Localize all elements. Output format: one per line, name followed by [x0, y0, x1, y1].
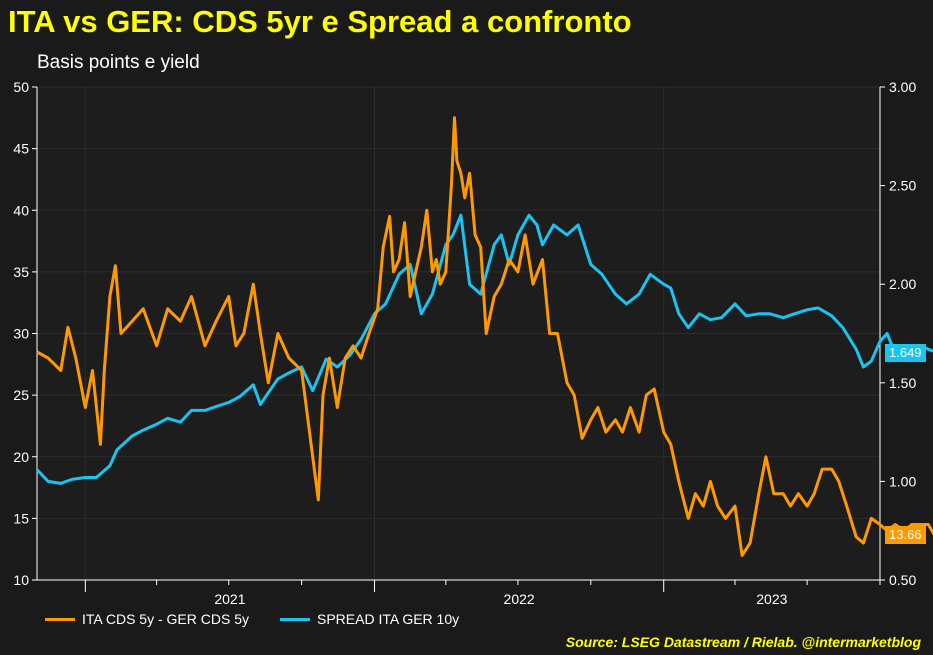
chart-subtitle: Basis points e yield	[37, 52, 200, 73]
axes: 10 15 20 25 30 35 40 45 50 0.50 1.00 1.50 2.00 2.50 3.…	[13, 79, 916, 607]
legend-swatch-cds	[45, 617, 75, 621]
y-left-tick-label: 30	[13, 326, 29, 342]
y-left-tick-label: 35	[13, 264, 29, 280]
legend-label-cds: ITA CDS 5y - GER CDS 5y	[82, 611, 249, 627]
y-right-tick-label: 2.00	[889, 276, 916, 292]
y-left-tick-label: 20	[13, 449, 29, 465]
series-line-spread	[35, 213, 933, 485]
grid	[37, 86, 880, 581]
y-left-tick-label: 25	[13, 387, 29, 403]
y-right-tick-label: 1.50	[889, 375, 916, 391]
y-left-tick-label: 15	[13, 510, 29, 526]
x-tick-label: 2021	[214, 591, 245, 607]
y-right-tick-label: 0.50	[889, 572, 916, 588]
cds-last-value-tag: 13.66	[885, 525, 926, 544]
y-right-tick-label: 1.00	[889, 473, 916, 489]
x-tick-label: 2022	[504, 591, 535, 607]
series-layer	[35, 116, 933, 557]
chart-title: ITA vs GER: CDS 5yr e Spread a confronto	[8, 4, 632, 39]
y-right-tick-label: 2.50	[889, 178, 916, 194]
y-left-tick-label: 50	[13, 79, 29, 95]
spread-last-value-tag: 1.649	[885, 344, 926, 363]
legend-label-spread: SPREAD ITA GER 10y	[317, 611, 460, 627]
legend-item-spread: SPREAD ITA GER 10y	[280, 611, 459, 627]
y-left-tick-label: 10	[13, 572, 29, 588]
x-tick-label: 2023	[756, 591, 787, 607]
y-right-tick-label: 3.00	[889, 79, 916, 95]
legend-swatch-spread	[280, 617, 310, 621]
legend-item-cds: ITA CDS 5y - GER CDS 5y	[45, 611, 249, 627]
series-line-cds	[36, 116, 933, 557]
y-left-tick-label: 45	[13, 141, 29, 157]
y-left-tick-label: 40	[13, 202, 29, 218]
source-note: Source: LSEG Datastream / Rielab. @inter…	[565, 634, 921, 650]
